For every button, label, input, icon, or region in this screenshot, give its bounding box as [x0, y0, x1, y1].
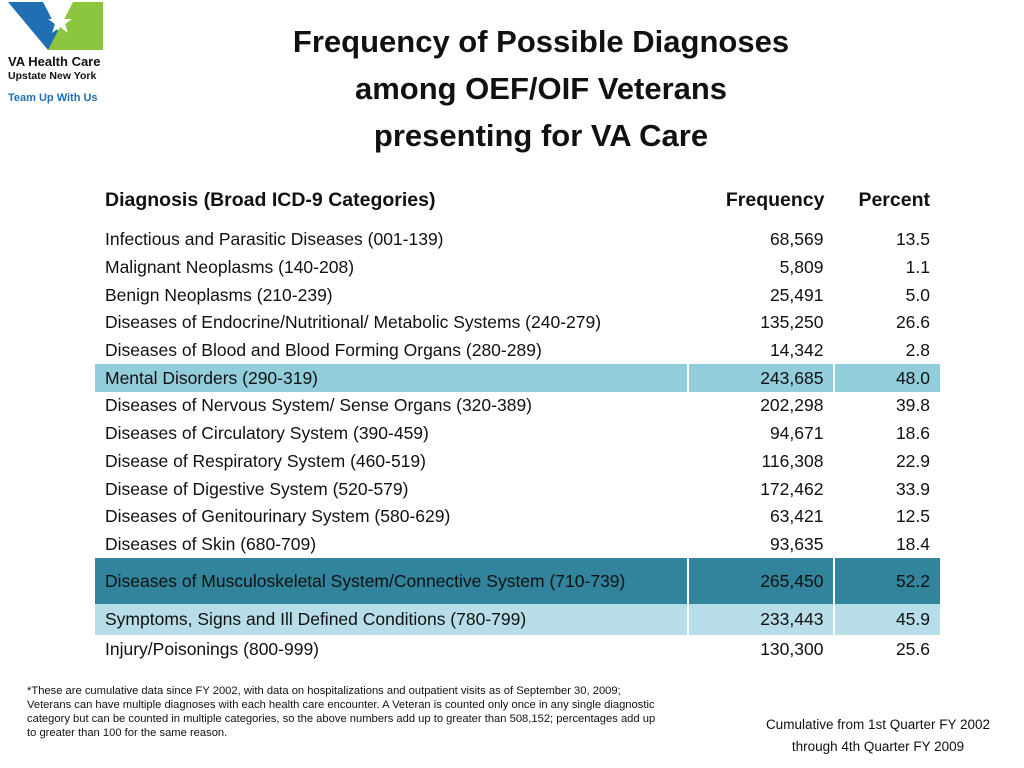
diagnosis-cell: Disease of Digestive System (520-579)	[105, 478, 409, 499]
frequency-cell: 14,342	[769, 340, 824, 361]
frequency-cell: 265,450	[687, 558, 835, 605]
table-row: Diseases of Circulatory System (390-459)…	[95, 420, 940, 448]
slide-title: Frequency of Possible Diagnoses among OE…	[240, 18, 842, 159]
diagnosis-cell: Diseases of Nervous System/ Sense Organs…	[105, 395, 532, 416]
va-logo-mark-icon	[8, 2, 103, 50]
cumulative-note: Cumulative from 1st Quarter FY 2002 thro…	[738, 714, 1018, 758]
percent-cell: 18.6	[895, 423, 930, 444]
table-row: Symptoms, Signs and Ill Defined Conditio…	[95, 604, 940, 636]
title-line: presenting for VA Care	[373, 118, 709, 153]
diagnosis-cell: Benign Neoplasms (210-239)	[105, 284, 333, 305]
logo-name: VA Health Care	[8, 54, 101, 69]
diagnosis-cell: Diseases of Genitourinary System (580-62…	[105, 506, 451, 527]
percent-cell: 52.2	[833, 558, 940, 605]
percent-cell: 12.5	[895, 506, 930, 527]
table-row: Diseases of Nervous System/ Sense Organs…	[95, 392, 940, 420]
va-logo: VA Health Care Upstate New York Team Up …	[6, 2, 126, 107]
frequency-cell: 233,443	[687, 604, 835, 636]
table-row: Disease of Respiratory System (460-519) …	[95, 448, 940, 476]
table-row: Mental Disorders (290-319) 243,685 48.0	[95, 364, 940, 393]
table-row: Injury/Poisonings (800-999) 130,300 25.6	[95, 635, 940, 663]
table-row: Diseases of Skin (680-709) 93,635 18.4	[95, 531, 940, 559]
diagnoses-table: Diagnosis (Broad ICD-9 Categories) Frequ…	[95, 180, 940, 663]
percent-cell: 22.9	[895, 450, 930, 471]
table-row: Benign Neoplasms (210-239) 25,491 5.0	[95, 281, 940, 309]
percent-cell: 18.4	[895, 533, 930, 554]
frequency-cell: 63,421	[769, 506, 824, 527]
frequency-cell: 5,809	[779, 257, 824, 278]
diagnosis-cell: Disease of Respiratory System (460-519)	[105, 450, 426, 471]
frequency-cell: 172,462	[760, 478, 824, 499]
header-diagnosis: Diagnosis (Broad ICD-9 Categories)	[105, 188, 436, 211]
table-header: Diagnosis (Broad ICD-9 Categories) Frequ…	[95, 180, 940, 220]
header-frequency: Frequency	[725, 188, 825, 211]
frequency-cell: 202,298	[760, 395, 824, 416]
percent-cell: 26.6	[895, 312, 930, 333]
header-percent: Percent	[858, 188, 930, 211]
diagnosis-cell: Infectious and Parasitic Diseases (001-1…	[105, 229, 444, 250]
diagnosis-cell: Diseases of Skin (680-709)	[105, 533, 317, 554]
diagnosis-cell: Diseases of Blood and Blood Forming Orga…	[105, 340, 542, 361]
frequency-cell: 243,685	[687, 364, 835, 393]
title-line: Frequency of Possible Diagnoses	[292, 24, 790, 59]
percent-cell: 33.9	[895, 478, 930, 499]
frequency-cell: 135,250	[760, 312, 824, 333]
percent-cell: 48.0	[833, 364, 940, 393]
table-row: Disease of Digestive System (520-579) 17…	[95, 475, 940, 503]
diagnosis-cell: Diseases of Endocrine/Nutritional/ Metab…	[105, 312, 602, 333]
percent-cell: 13.5	[895, 229, 930, 250]
percent-cell: 45.9	[833, 604, 940, 636]
table-row: Malignant Neoplasms (140-208) 5,809 1.1	[95, 254, 940, 282]
cumulative-line: through 4th Quarter FY 2009	[791, 739, 965, 754]
diagnosis-cell: Malignant Neoplasms (140-208)	[105, 257, 355, 278]
frequency-cell: 68,569	[769, 229, 824, 250]
logo-region: Upstate New York	[8, 70, 97, 82]
frequency-cell: 93,635	[769, 533, 824, 554]
frequency-cell: 130,300	[760, 638, 824, 659]
table-row: Diseases of Musculoskeletal System/Conne…	[95, 558, 940, 605]
frequency-cell: 116,308	[761, 450, 824, 471]
percent-cell: 1.1	[905, 257, 930, 278]
diagnosis-cell: Mental Disorders (290-319)	[95, 364, 689, 393]
table-row: Diseases of Blood and Blood Forming Orga…	[95, 337, 940, 365]
table-row: Diseases of Endocrine/Nutritional/ Metab…	[95, 309, 940, 337]
frequency-cell: 94,671	[769, 423, 824, 444]
percent-cell: 25.6	[895, 638, 930, 659]
diagnosis-cell: Diseases of Musculoskeletal System/Conne…	[95, 558, 689, 605]
percent-cell: 5.0	[905, 284, 930, 305]
title-line: among OEF/OIF Veterans	[354, 71, 728, 106]
percent-cell: 2.8	[905, 340, 930, 361]
logo-tagline: Team Up With Us	[8, 92, 98, 104]
cumulative-line: Cumulative from 1st Quarter FY 2002	[765, 717, 991, 732]
percent-cell: 39.8	[895, 395, 930, 416]
table-row: Infectious and Parasitic Diseases (001-1…	[95, 226, 940, 254]
diagnosis-cell: Symptoms, Signs and Ill Defined Conditio…	[95, 604, 689, 636]
footnote: *These are cumulative data since FY 2002…	[27, 685, 656, 739]
frequency-cell: 25,491	[769, 284, 824, 305]
diagnosis-cell: Injury/Poisonings (800-999)	[105, 638, 320, 659]
diagnosis-cell: Diseases of Circulatory System (390-459)	[105, 423, 429, 444]
table-row: Diseases of Genitourinary System (580-62…	[95, 503, 940, 531]
